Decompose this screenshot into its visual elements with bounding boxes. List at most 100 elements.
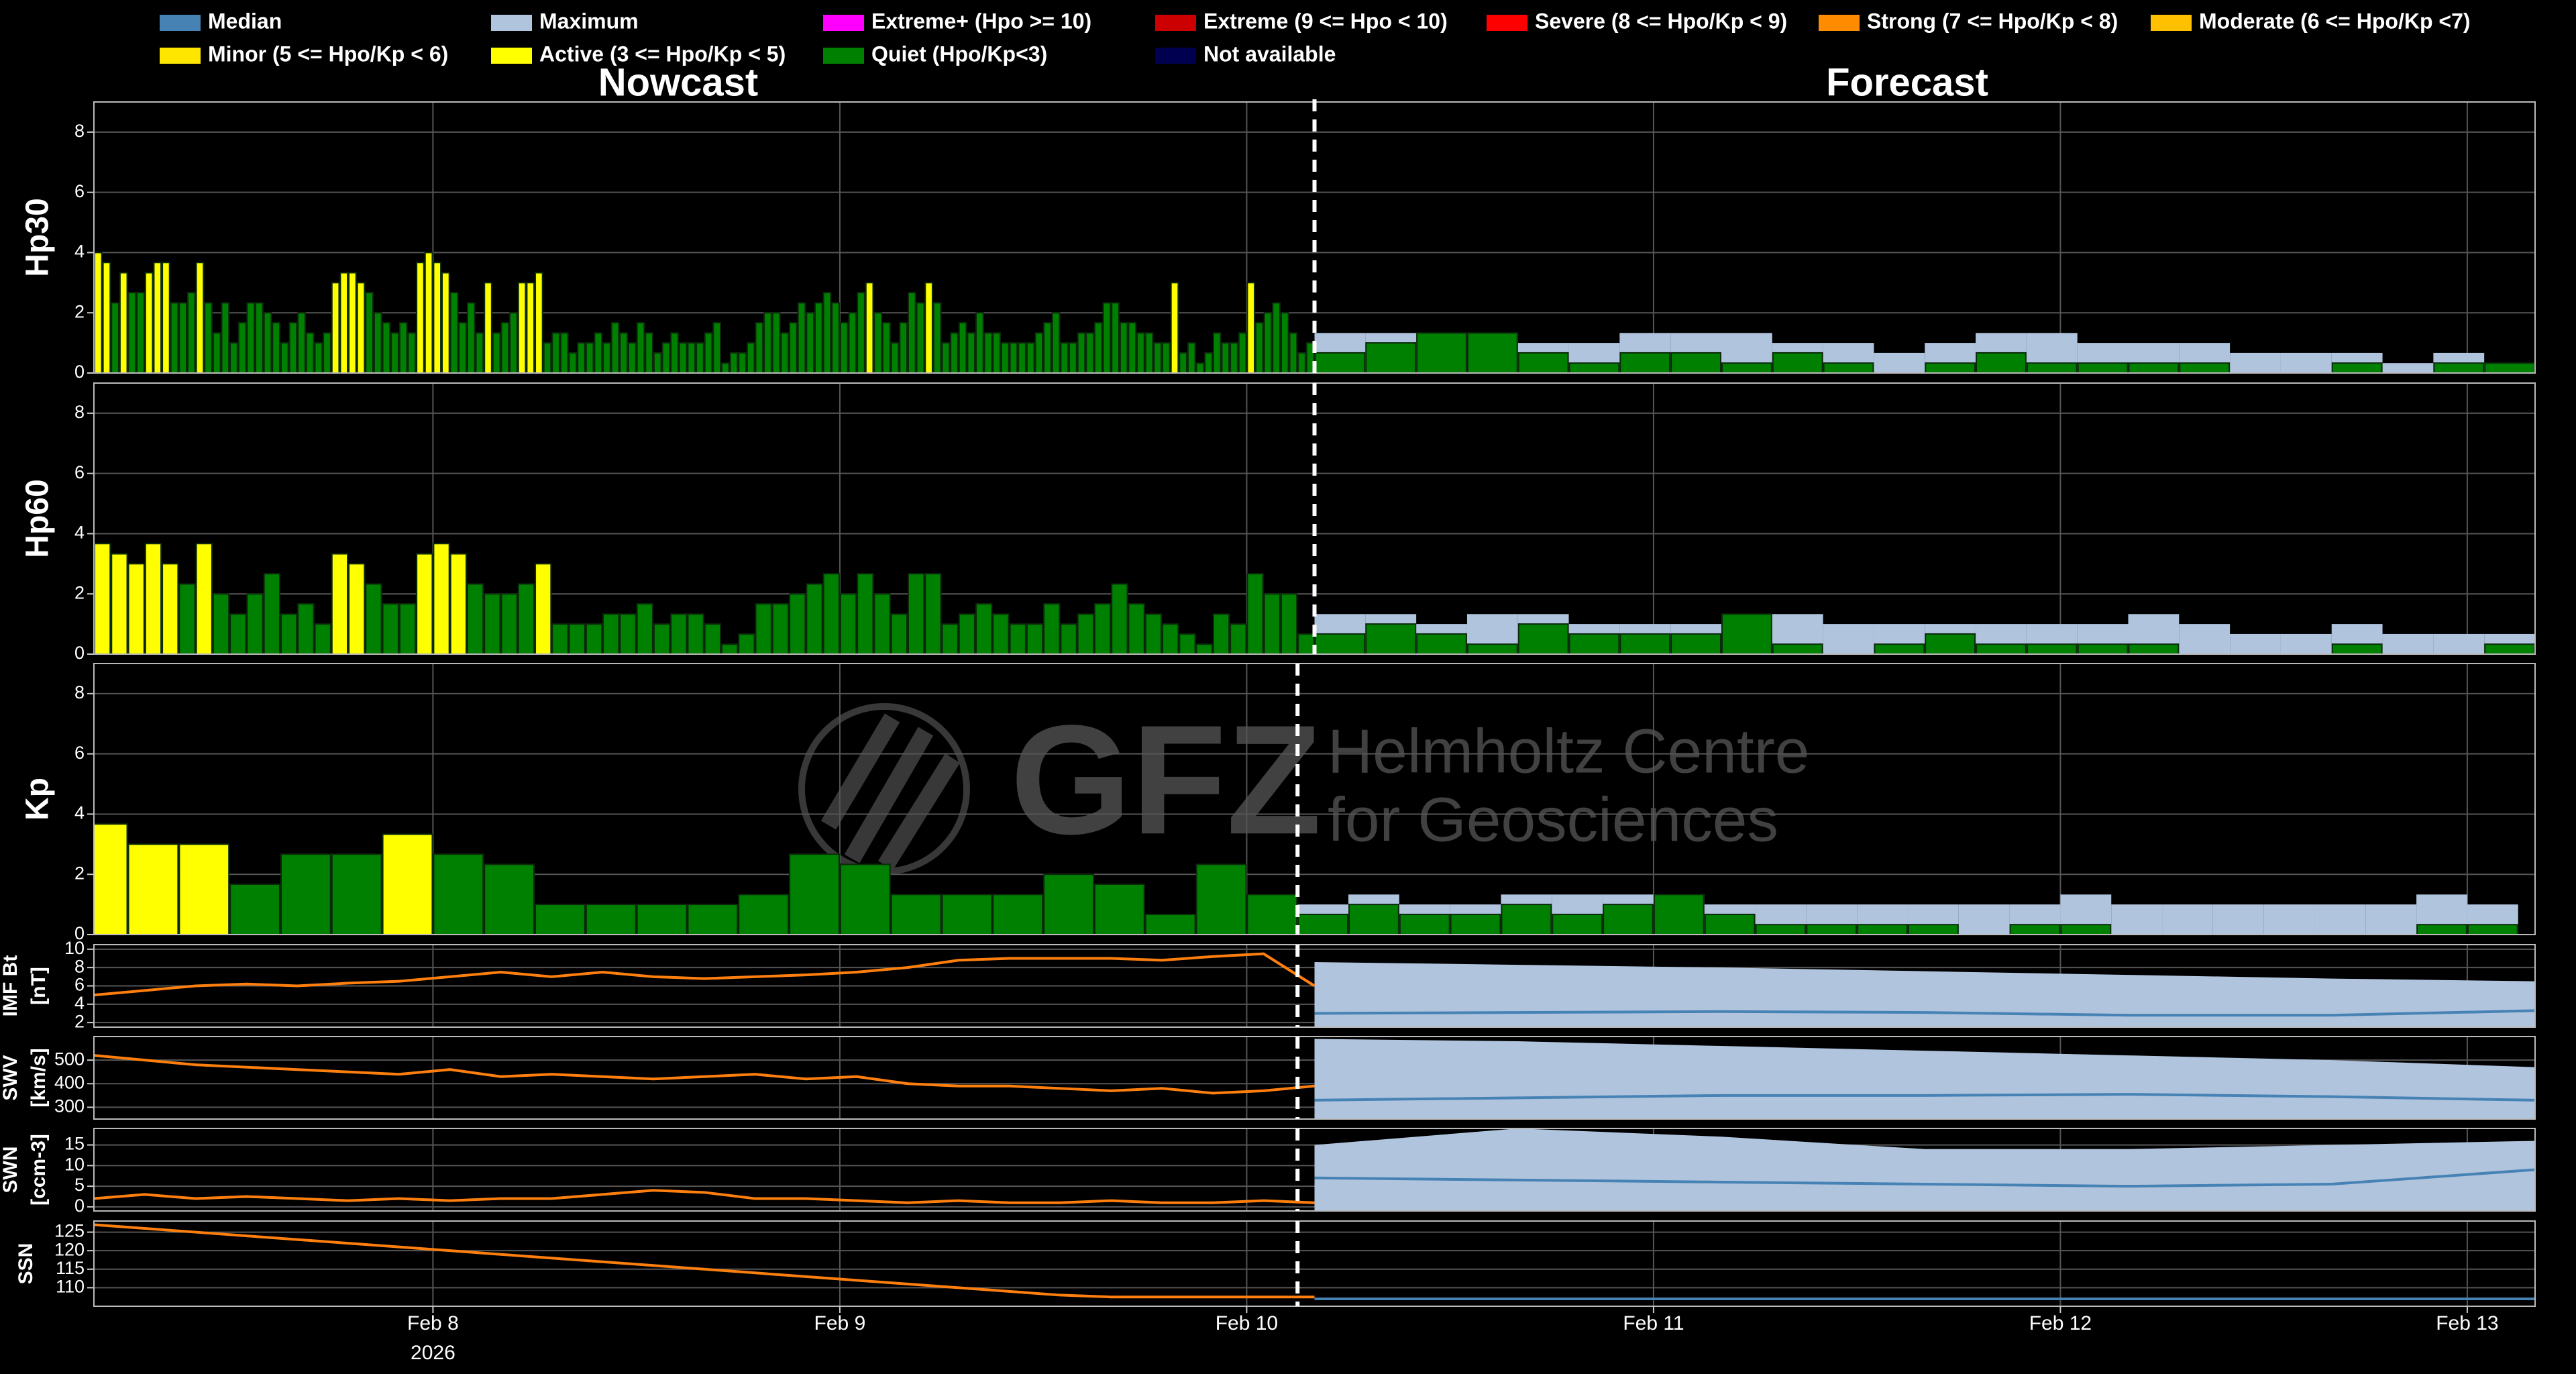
bar [1230, 623, 1247, 654]
legend-swatch [1487, 15, 1527, 31]
bar [484, 282, 492, 373]
y-tick-label: 8 [74, 121, 85, 141]
bar [1144, 332, 1154, 373]
y-tick-label: 10 [64, 1154, 85, 1174]
bar [585, 342, 594, 373]
bar [466, 302, 476, 373]
bar [822, 292, 832, 373]
bar [204, 302, 213, 373]
bar [890, 894, 942, 935]
bar [500, 322, 510, 373]
bar [1195, 863, 1247, 935]
bar [755, 603, 772, 654]
bar [950, 332, 959, 373]
bar [687, 613, 704, 654]
bar [721, 362, 730, 373]
bar [297, 603, 315, 654]
bar [229, 884, 280, 935]
y-tick-label: 4 [74, 523, 85, 543]
bar [941, 342, 951, 373]
bar [2467, 924, 2518, 935]
bar [2416, 924, 2467, 935]
bar [314, 623, 331, 654]
bar [1195, 643, 1213, 654]
y-axis-label: [nT] [28, 967, 50, 1005]
bar [1093, 884, 1145, 935]
bar [1128, 603, 1145, 654]
bar [1246, 573, 1264, 654]
y-tick-label: 8 [74, 956, 85, 976]
bar [526, 282, 535, 373]
bar [696, 342, 704, 373]
maximum-step [2365, 904, 2417, 935]
bar [492, 332, 501, 373]
bar [1907, 924, 1959, 935]
legend-swatch [160, 48, 201, 64]
y-tick-label: 8 [74, 682, 85, 702]
bar [568, 352, 578, 373]
median-line [1314, 1009, 2535, 1017]
bar [670, 332, 679, 373]
bar [924, 282, 933, 373]
bar [136, 292, 145, 373]
y-tick-label: 4 [74, 993, 85, 1013]
bar [111, 302, 119, 373]
bar [932, 302, 942, 373]
bar [323, 332, 331, 373]
bar [1153, 342, 1163, 373]
bar [1069, 342, 1077, 373]
bar [848, 312, 857, 373]
bar [398, 603, 417, 654]
bar [967, 332, 976, 373]
bar [331, 853, 382, 935]
bar [433, 853, 484, 935]
bar [992, 894, 1044, 935]
y-tick-label: 125 [54, 1221, 85, 1241]
bar [229, 613, 247, 654]
bar [1297, 352, 1306, 373]
bar [94, 823, 128, 935]
y-axis-label: IMF Bt [0, 955, 21, 1017]
bar [484, 863, 535, 935]
bar [908, 573, 925, 654]
bar [1297, 633, 1315, 654]
bar [1568, 633, 1620, 654]
y-tick-label: 400 [54, 1072, 85, 1092]
bar [873, 312, 883, 373]
bar [1102, 302, 1112, 373]
bar [1365, 342, 1417, 373]
bar [755, 322, 764, 373]
y-tick-label: 6 [74, 462, 85, 482]
bar [1051, 312, 1061, 373]
bar [1416, 332, 1467, 373]
bar [2009, 924, 2061, 935]
bar [670, 613, 688, 654]
bar [1204, 352, 1213, 373]
bar [1466, 332, 1518, 373]
bar [144, 543, 162, 654]
panel [94, 664, 2535, 935]
bar [806, 312, 815, 373]
maximum-step [2179, 624, 2231, 654]
bar [890, 342, 900, 373]
bar [678, 342, 688, 373]
bar [1314, 633, 1366, 654]
legend-label: Strong (7 <= Hpo/Kp < 8) [1867, 9, 2118, 33]
bar [941, 894, 993, 935]
y-tick-label: 0 [74, 643, 85, 663]
maximum-step [2162, 904, 2213, 935]
section-title: Forecast [1826, 60, 1988, 104]
bar [153, 262, 162, 373]
bar [297, 312, 306, 373]
bar [1246, 282, 1256, 373]
bar [212, 332, 221, 373]
panel-frame [93, 944, 2536, 1028]
bar [1280, 312, 1289, 373]
bar [628, 342, 637, 373]
bar [1416, 633, 1467, 654]
bar [1093, 603, 1112, 654]
y-tick-label: 6 [74, 181, 85, 201]
panel-frame [93, 1220, 2536, 1307]
bar [1085, 332, 1094, 373]
bar [1221, 342, 1230, 373]
